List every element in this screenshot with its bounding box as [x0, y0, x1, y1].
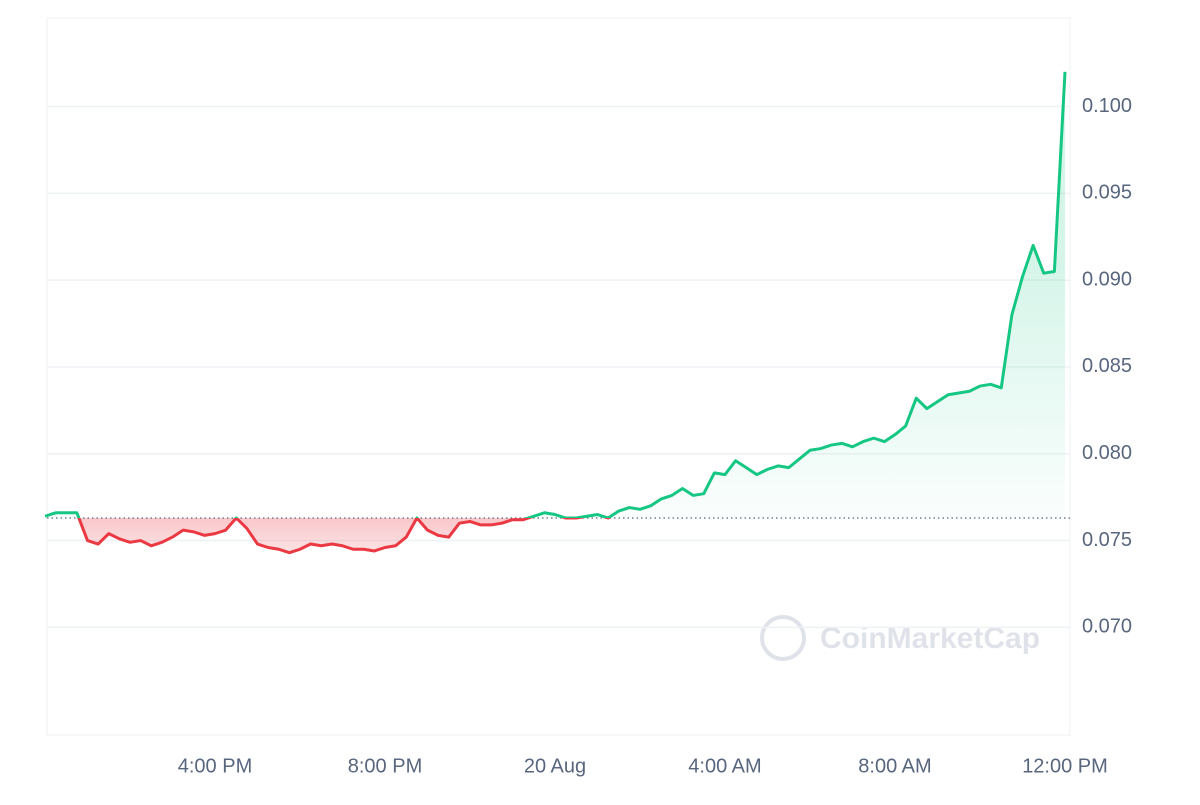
- y-tick-label: 0.070: [1082, 616, 1132, 638]
- x-tick-label: 4:00 PM: [178, 755, 252, 777]
- plot-frame: [46, 17, 1071, 736]
- x-tick-label: 8:00 PM: [348, 755, 422, 777]
- y-tick-label: 0.100: [1082, 95, 1132, 117]
- y-tick-label: 0.090: [1082, 268, 1132, 290]
- price-line: [44, 71, 1067, 555]
- watermark: CoinMarketCap: [760, 615, 1040, 661]
- y-tick-label: 0.075: [1082, 529, 1132, 551]
- x-tick-label: 20 Aug: [524, 755, 586, 777]
- x-tick-label: 8:00 AM: [858, 755, 931, 777]
- y-tick-label: 0.095: [1082, 182, 1132, 204]
- x-tick-label: 12:00 PM: [1022, 755, 1108, 777]
- x-tick-label: 4:00 AM: [688, 755, 761, 777]
- y-tick-label: 0.080: [1082, 442, 1132, 464]
- y-tick-label: 0.085: [1082, 355, 1132, 377]
- watermark-logo: [760, 615, 806, 661]
- price-area: [45, 71, 1065, 553]
